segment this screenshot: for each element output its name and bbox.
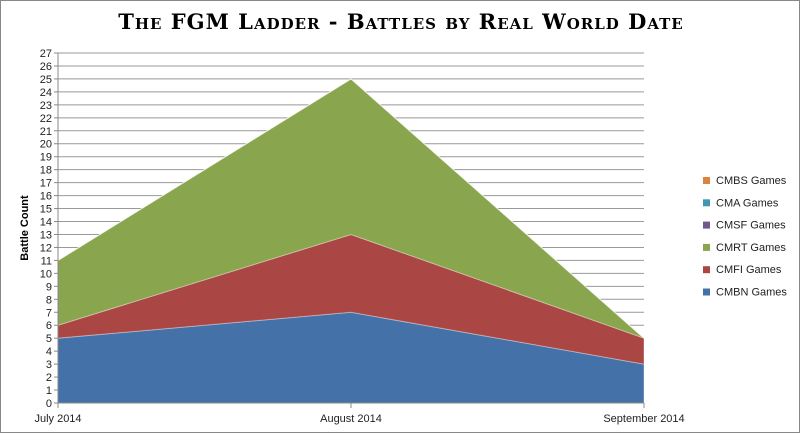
y-tick-label: 8 xyxy=(46,294,52,306)
y-tick-label: 11 xyxy=(41,255,52,267)
y-tick-label: 19 xyxy=(40,152,52,164)
y-tick-label: 23 xyxy=(40,100,52,112)
chart-title: The FGM Ladder - Battles by Real World D… xyxy=(118,9,684,34)
y-tick-label: 20 xyxy=(40,139,52,151)
area-cmsf-games xyxy=(57,78,645,339)
y-tick-label: 5 xyxy=(46,333,52,345)
legend-label: CMBS Games xyxy=(716,175,787,187)
legend-label: CMBN Games xyxy=(716,287,787,299)
legend-swatch xyxy=(703,177,710,184)
y-tick-label: 24 xyxy=(40,87,52,99)
legend-label: CMRT Games xyxy=(716,242,786,254)
y-axis-label: Battle Count xyxy=(19,195,31,261)
y-tick-label: 22 xyxy=(40,113,52,125)
y-tick-label: 1 xyxy=(46,385,52,397)
y-tick-label: 4 xyxy=(46,346,52,358)
y-tick-label: 7 xyxy=(46,307,52,319)
y-tick-label: 21 xyxy=(40,126,52,138)
y-tick-label: 3 xyxy=(46,359,52,371)
x-tick-label: July 2014 xyxy=(34,413,81,425)
x-tick-label: August 2014 xyxy=(320,413,382,425)
area-cmbs-games xyxy=(57,78,645,339)
y-tick-label: 6 xyxy=(46,320,52,332)
y-tick-label: 13 xyxy=(40,229,52,241)
legend-label: CMFI Games xyxy=(716,264,782,276)
y-tick-label: 18 xyxy=(40,165,52,177)
y-tick-label: 0 xyxy=(46,398,52,410)
area-cma-games xyxy=(57,78,645,339)
y-tick-label: 17 xyxy=(40,178,52,190)
y-tick-label: 9 xyxy=(46,281,52,293)
y-tick-label: 25 xyxy=(40,74,52,86)
y-tick-label: 26 xyxy=(40,61,52,73)
legend-label: CMA Games xyxy=(716,197,779,209)
y-tick-label: 12 xyxy=(40,242,52,254)
y-tick-label: 10 xyxy=(40,268,52,280)
x-tick-label: September 2014 xyxy=(603,413,684,425)
legend-swatch xyxy=(703,243,710,251)
y-tick-label: 2 xyxy=(46,372,52,384)
legend-swatch xyxy=(703,266,710,274)
legend-swatch xyxy=(703,221,710,229)
y-tick-label: 27 xyxy=(40,48,52,60)
y-tick-label: 14 xyxy=(40,217,52,229)
legend-swatch xyxy=(703,288,710,296)
y-tick-label: 15 xyxy=(40,204,52,216)
legend-label: CMSF Games xyxy=(716,220,786,232)
legend-swatch xyxy=(703,199,710,207)
y-tick-label: 16 xyxy=(40,191,52,203)
